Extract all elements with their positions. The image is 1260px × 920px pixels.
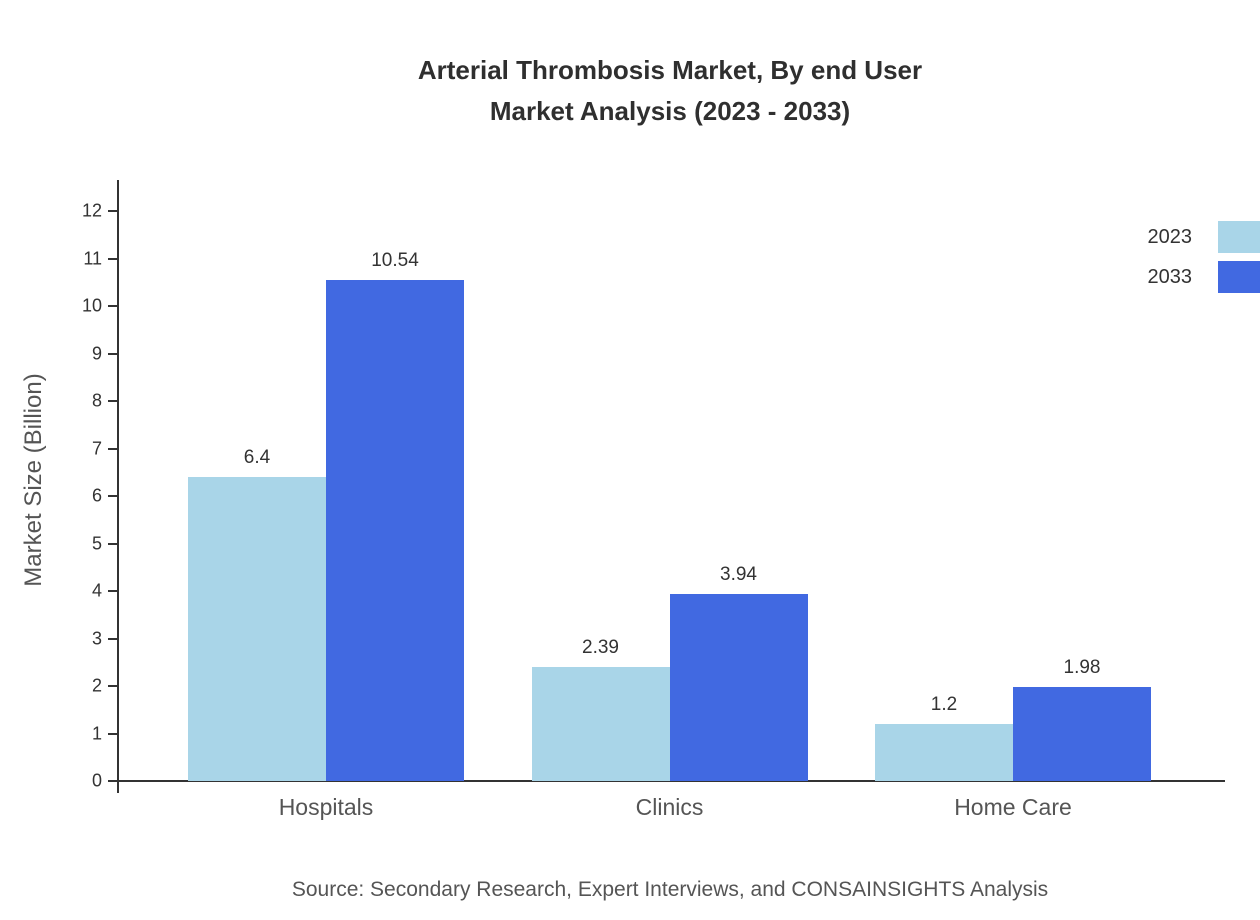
y-tick-mark <box>108 637 118 640</box>
chart-title: Arterial Thrombosis Market, By end User … <box>80 50 1260 132</box>
bar-2033-home-care <box>1013 686 1151 781</box>
y-axis-line <box>117 180 119 793</box>
legend-swatch <box>1218 261 1260 293</box>
y-tick-label: 7 <box>91 438 102 458</box>
y-tick-label: 8 <box>91 390 102 411</box>
bar-2023-home-care <box>875 724 1013 781</box>
y-axis-label: Market Size (Billion) <box>20 373 47 587</box>
y-tick-mark <box>108 352 118 355</box>
y-tick-mark <box>108 780 118 782</box>
y-tick-label: 12 <box>81 200 102 221</box>
value-label: 1.98 <box>1063 656 1101 678</box>
legend-item-2033: 2033 <box>1148 261 1260 293</box>
source-note: Source: Secondary Research, Expert Inter… <box>291 878 1049 901</box>
y-tick-label: 6 <box>91 485 102 506</box>
bar-2023-clinics <box>531 667 670 781</box>
y-tick-mark <box>108 305 118 307</box>
y-tick-label: 10 <box>81 295 102 316</box>
y-tick-label: 4 <box>91 580 102 601</box>
value-label: 2.39 <box>582 637 619 659</box>
y-tick-mark <box>108 542 118 545</box>
legend: 2023 2033 <box>1148 221 1260 301</box>
y-tick-label: 1 <box>91 723 102 743</box>
y-tick-mark <box>108 400 118 402</box>
x-axis-line <box>117 780 1225 782</box>
legend-label: 2033 <box>1147 265 1193 288</box>
legend-label: 2023 <box>1147 225 1193 248</box>
y-tick-label: 5 <box>91 533 102 553</box>
chart-title-line2: Market Analysis (2023 - 2033) <box>489 96 851 126</box>
chart-title-line1: Arterial Thrombosis Market, By end User <box>417 55 923 85</box>
y-tick-label: 11 <box>83 248 102 268</box>
value-label: 6.4 <box>243 447 271 468</box>
value-label: 1.2 <box>930 694 958 715</box>
category-label-hospitals: Hospitals <box>278 794 374 820</box>
y-tick-mark <box>108 685 118 687</box>
category-label-clinics: Clinics <box>635 794 704 820</box>
y-tick-label: 3 <box>91 628 102 648</box>
y-tick-mark <box>108 257 118 260</box>
y-tick-mark <box>108 732 118 735</box>
y-tick-label: 0 <box>91 770 102 791</box>
value-label: 3.94 <box>720 563 757 585</box>
bar-2023-hospitals <box>188 477 326 781</box>
bar-2033-hospitals <box>326 280 464 781</box>
y-tick-mark <box>108 590 118 592</box>
legend-swatch <box>1218 221 1260 253</box>
value-label: 10.54 <box>371 250 419 272</box>
y-tick-label: 9 <box>91 343 102 363</box>
y-tick-mark <box>108 447 118 450</box>
y-tick-label: 2 <box>91 675 102 696</box>
y-tick-mark <box>108 210 118 212</box>
bar-2033-clinics <box>669 593 808 781</box>
category-label-home-care: Home Care <box>954 794 1072 820</box>
y-tick-mark <box>108 495 118 497</box>
legend-item-2023: 2023 <box>1148 221 1260 253</box>
